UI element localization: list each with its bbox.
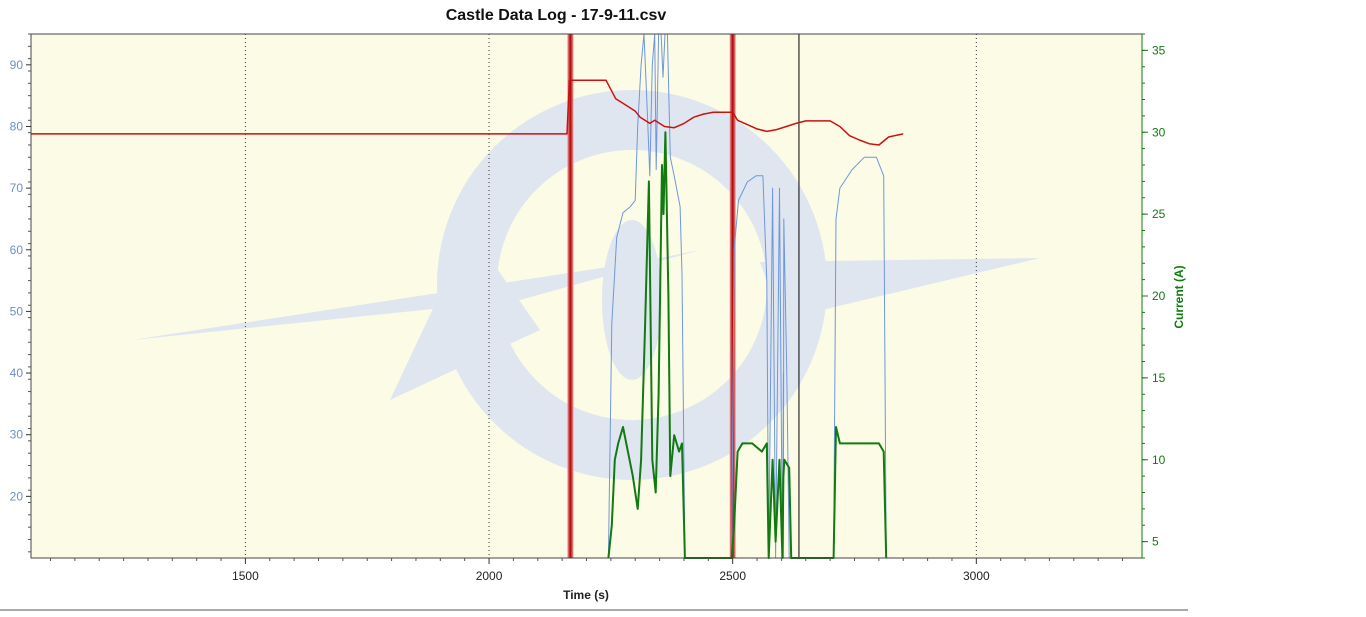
y2-tick-label: 35 [1152, 43, 1166, 57]
y-tick-label: 80 [10, 119, 24, 133]
watermark-logo [132, 90, 1040, 480]
y2-tick-label: 15 [1152, 371, 1166, 385]
series-line-1 [31, 79, 904, 146]
y-tick-label: 50 [10, 304, 24, 318]
tick-layer: 1500 2000 2500 3000 20 30 40 50 60 70 80 90 5 10 15 20 2… [10, 33, 1166, 583]
y-tick-label: 60 [10, 243, 24, 257]
y2-tick-label: 20 [1152, 289, 1166, 303]
x-axis-label: Time (s) [563, 588, 609, 602]
x-tick-label: 3000 [963, 569, 990, 583]
x-tick-label: 1500 [232, 569, 259, 583]
y2-axis-label: Current (A) [1172, 265, 1186, 328]
y-tick-label: 30 [10, 428, 24, 442]
y2-tick-label: 30 [1152, 125, 1166, 139]
y-tick-label: 40 [10, 366, 24, 380]
marker-band [729, 34, 736, 558]
chart-title: Castle Data Log - 17-9-11.csv [446, 7, 667, 24]
x-tick-label: 2000 [476, 569, 503, 583]
y-tick-label: 90 [10, 58, 24, 72]
y-tick-label: 20 [10, 489, 24, 503]
series-line-3 [607, 131, 888, 559]
marker-band [567, 34, 574, 558]
y-tick-label: 70 [10, 181, 24, 195]
y2-tick-label: 5 [1152, 535, 1159, 549]
marker-bands [567, 34, 800, 558]
y2-tick-label: 10 [1152, 453, 1166, 467]
x-tick-label: 2500 [719, 569, 746, 583]
y2-tick-label: 25 [1152, 207, 1166, 221]
